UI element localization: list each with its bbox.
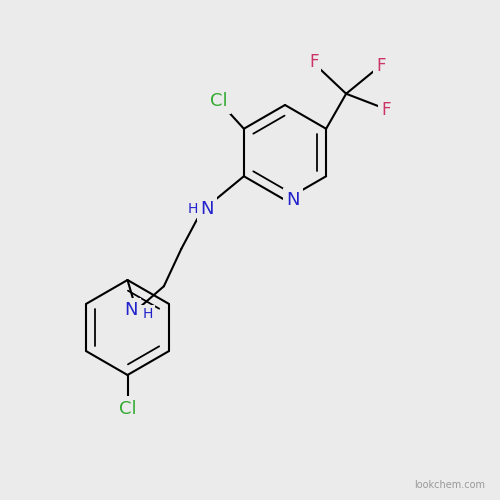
Text: H: H: [187, 202, 198, 216]
Text: Cl: Cl: [210, 92, 228, 110]
Text: N: N: [286, 191, 299, 209]
Text: F: F: [309, 52, 318, 70]
Text: H: H: [142, 307, 152, 322]
Text: H: H: [142, 307, 152, 322]
Text: Cl: Cl: [118, 400, 136, 417]
Text: N: N: [200, 200, 214, 218]
Text: N: N: [200, 200, 214, 218]
Text: H: H: [187, 202, 198, 216]
Text: Cl: Cl: [118, 400, 136, 417]
Text: Cl: Cl: [210, 92, 228, 110]
Text: N: N: [286, 191, 299, 209]
Text: F: F: [382, 101, 391, 119]
Text: N: N: [124, 301, 138, 320]
Text: F: F: [382, 101, 391, 119]
Text: N: N: [124, 301, 138, 320]
Text: F: F: [309, 52, 318, 70]
Text: F: F: [376, 57, 386, 75]
Text: lookchem.com: lookchem.com: [414, 480, 485, 490]
Text: F: F: [376, 57, 386, 75]
